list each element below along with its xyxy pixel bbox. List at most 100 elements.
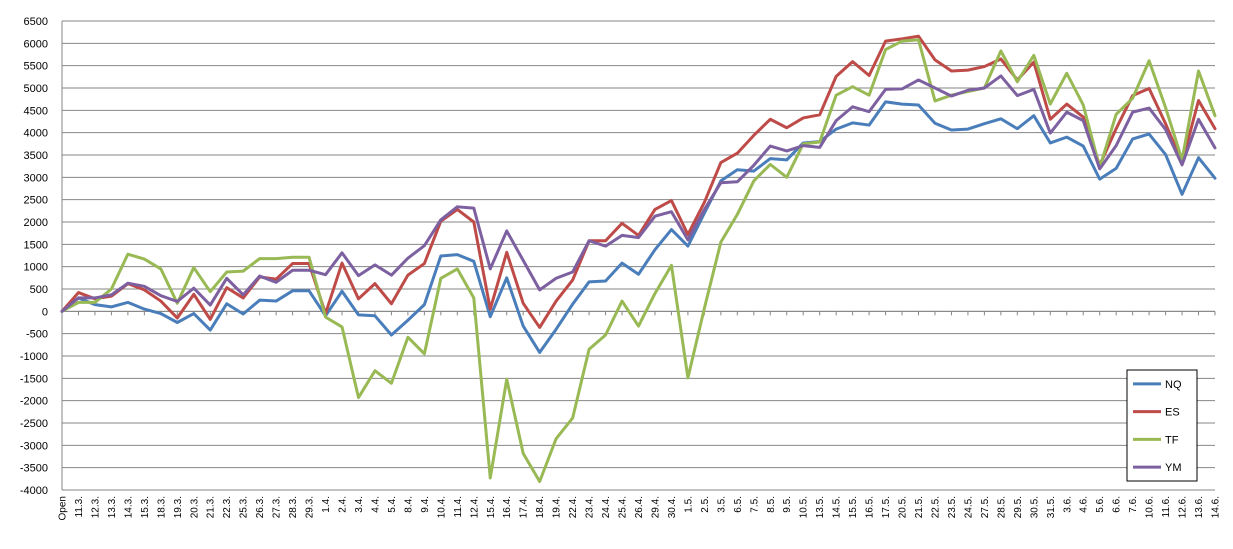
x-tick-label: 6.5. bbox=[733, 496, 744, 513]
x-tick-label: 25.4. bbox=[618, 496, 629, 518]
x-tick-label: 30.5. bbox=[1029, 496, 1040, 518]
x-tick-label: 10.4. bbox=[436, 496, 447, 518]
x-tick-label: 2.4. bbox=[338, 496, 349, 513]
legend-label-nq: NQ bbox=[1165, 379, 1182, 391]
x-tick-label: 28.5. bbox=[996, 496, 1007, 518]
x-tick-label: 9.5. bbox=[782, 496, 793, 513]
legend-box bbox=[1126, 369, 1198, 482]
y-tick-label: 5500 bbox=[24, 61, 48, 73]
x-tick-label: 11.6. bbox=[1161, 496, 1172, 518]
x-tick-label: 15.4. bbox=[486, 496, 497, 518]
y-tick-label: -2500 bbox=[20, 418, 48, 430]
y-tick-label: -1500 bbox=[20, 373, 48, 385]
x-tick-label: 19.3. bbox=[173, 496, 184, 518]
series-line-ym bbox=[60, 74, 1217, 313]
x-tick-label: 24.4. bbox=[601, 496, 612, 518]
x-tick-label: 21.3. bbox=[206, 496, 217, 518]
x-tick-label: 12.3. bbox=[90, 496, 101, 518]
y-tick-label: 3000 bbox=[24, 172, 48, 184]
x-tick-label: 3.5. bbox=[716, 496, 727, 513]
x-tick-label: 5.6. bbox=[1095, 496, 1106, 513]
x-tick-label: 25.3. bbox=[239, 496, 250, 518]
x-tick-labels: Open 11.3. 12.3. 13.3. 14.3. 15.3. 18.3. 19.3. 2… bbox=[58, 496, 1222, 520]
legend: NQ ES TF YM bbox=[1126, 369, 1198, 482]
x-tick-label: 12.4. bbox=[469, 496, 480, 518]
y-tick-label: 6000 bbox=[24, 38, 48, 50]
y-tick-label: 1000 bbox=[24, 262, 48, 274]
x-tick-label: 8.5. bbox=[766, 496, 777, 513]
x-tick-label: 10.5. bbox=[799, 496, 810, 518]
x-tick-label: 22.3. bbox=[222, 496, 233, 518]
y-tick-label: -4000 bbox=[20, 485, 48, 497]
x-tick-label: 11.4. bbox=[453, 496, 464, 518]
y-tick-label: 6500 bbox=[24, 16, 48, 28]
y-tick-label: -500 bbox=[26, 329, 48, 341]
x-tick-label: 18.3. bbox=[156, 496, 167, 518]
x-tick-label: 20.5. bbox=[898, 496, 909, 518]
y-tick-label: 3500 bbox=[24, 150, 48, 162]
x-tick-label: 23.5. bbox=[947, 496, 958, 518]
y-tick-label: -3500 bbox=[20, 463, 48, 475]
x-tick-label: 29.4. bbox=[650, 496, 661, 518]
x-tick-label: 22.5. bbox=[930, 496, 941, 518]
x-tick-label: 19.4. bbox=[552, 496, 563, 518]
x-tick-label: 9.4. bbox=[420, 496, 431, 513]
x-tick-label: 6.6. bbox=[1112, 496, 1123, 513]
x-tick-label: 8.4. bbox=[403, 496, 414, 513]
x-tick-label: 4.4. bbox=[370, 496, 381, 513]
x-tick-label: 2.5. bbox=[700, 496, 711, 513]
x-tick-label: 27.5. bbox=[980, 496, 991, 518]
x-tick-label: 1.4. bbox=[321, 496, 332, 513]
x-tick-label: 18.4. bbox=[535, 496, 546, 518]
gridlines bbox=[62, 20, 1215, 491]
legend-label-tf: TF bbox=[1165, 434, 1179, 446]
legend-label-ym: YM bbox=[1165, 462, 1182, 474]
x-tick-label: 20.3. bbox=[189, 496, 200, 518]
x-tick-label: 22.4. bbox=[568, 496, 579, 518]
y-tick-label: -2000 bbox=[20, 396, 48, 408]
x-tick-label: 29.3. bbox=[305, 496, 316, 518]
y-tick-label: 1500 bbox=[24, 239, 48, 251]
y-tick-label: -3000 bbox=[20, 440, 48, 452]
x-tick-label: 21.5. bbox=[914, 496, 925, 518]
x-tick-label: 28.3. bbox=[288, 496, 299, 518]
y-tick-label: -1000 bbox=[20, 351, 48, 363]
x-tick-label: 15.5. bbox=[848, 496, 859, 518]
x-tick-label: 4.6. bbox=[1079, 496, 1090, 513]
y-tick-label: 5000 bbox=[24, 83, 48, 95]
series-line-tf bbox=[60, 38, 1217, 484]
x-tick-label: 7.5. bbox=[749, 496, 760, 513]
y-tick-label: 2000 bbox=[24, 217, 48, 229]
x-tick-label: 24.5. bbox=[963, 496, 974, 518]
x-tick-label: 26.4. bbox=[634, 496, 645, 518]
x-tick-label: 1.5. bbox=[683, 496, 694, 513]
y-tick-labels: -4000 -3500 -3000 -2500 -2000 -1500 -1000 -500 0… bbox=[20, 16, 48, 497]
x-tick-label: 23.4. bbox=[585, 496, 596, 518]
x-tick-label: 7.6. bbox=[1128, 496, 1139, 513]
x-tick-label: 3.6. bbox=[1062, 496, 1073, 513]
x-tick-label: 5.4. bbox=[387, 496, 398, 513]
y-tick-label: 2500 bbox=[24, 195, 48, 207]
x-tick-label: 13.6. bbox=[1194, 496, 1205, 518]
series-lines bbox=[60, 34, 1217, 484]
x-tick-label: 31.5. bbox=[1046, 496, 1057, 518]
x-tick-label: 29.5. bbox=[1013, 496, 1024, 518]
x-tick-label: Open bbox=[58, 496, 69, 520]
axes bbox=[61, 21, 1216, 490]
y-tick-label: 4500 bbox=[24, 105, 48, 117]
x-tick-label: 11.3. bbox=[74, 496, 85, 518]
x-tick-label: 14.6. bbox=[1211, 496, 1222, 518]
y-tick-label: 0 bbox=[42, 306, 48, 318]
x-tick-label: 17.5. bbox=[881, 496, 892, 518]
x-tick-label: 27.3. bbox=[272, 496, 283, 518]
y-tick-label: 4000 bbox=[24, 128, 48, 140]
x-tick-label: 12.6. bbox=[1178, 496, 1189, 518]
x-tick-label: 17.4. bbox=[519, 496, 530, 518]
x-tick-label: 16.5. bbox=[865, 496, 876, 518]
y-tick-label: 500 bbox=[30, 284, 48, 296]
x-tick-label: 10.6. bbox=[1145, 496, 1156, 518]
x-tick-label: 16.4. bbox=[502, 496, 513, 518]
series-line-nq bbox=[60, 100, 1217, 354]
x-tick-label: 26.3. bbox=[255, 496, 266, 518]
